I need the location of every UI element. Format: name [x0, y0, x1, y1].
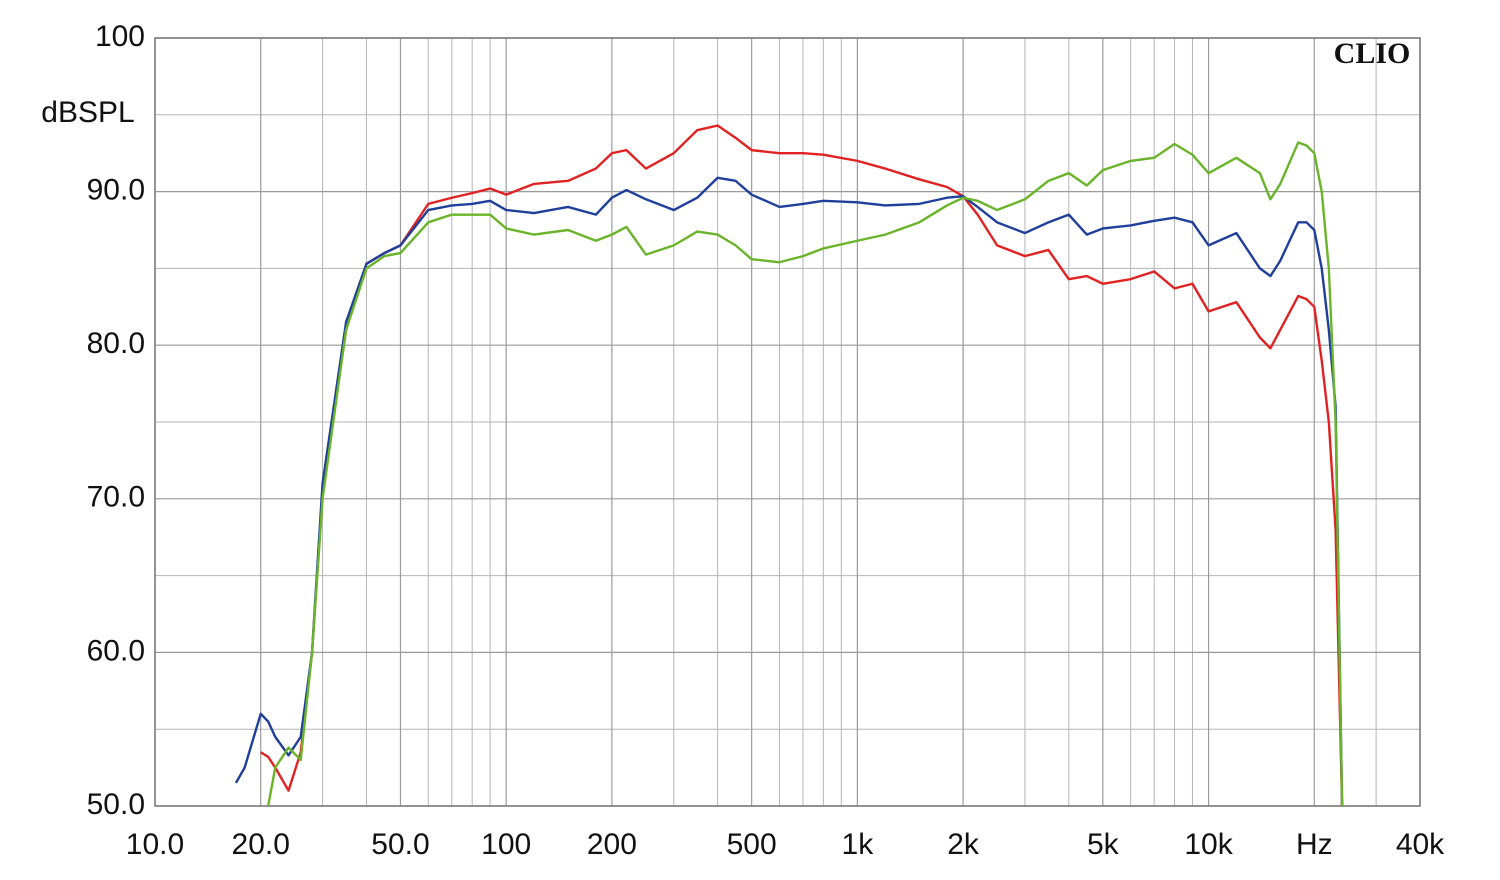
y-tick-label: 90.0: [87, 174, 145, 207]
series-line: [234, 176, 1344, 807]
series-line: [266, 141, 1344, 807]
x-tick-label: 2k: [947, 828, 980, 861]
x-tick-label: 200: [587, 828, 637, 861]
x-tick-label: 10.0: [126, 828, 184, 861]
y-tick-label: 50.0: [87, 788, 145, 821]
x-tick-label: 500: [727, 828, 777, 861]
annotation: CLIO: [1334, 37, 1411, 70]
x-tick-label: 1k: [842, 828, 875, 861]
x-tick-label: 100: [481, 828, 531, 861]
y-tick-label: 100: [95, 20, 145, 53]
x-tick-label: 40k: [1396, 828, 1445, 861]
x-tick-label: 10k: [1184, 828, 1233, 861]
y-tick-label: 80.0: [87, 327, 145, 360]
y-axis-label: dBSPL: [41, 96, 134, 129]
x-tick-label: Hz: [1296, 828, 1333, 861]
x-tick-label: 5k: [1087, 828, 1120, 861]
x-tick-label: 20.0: [232, 828, 290, 861]
y-tick-label: 60.0: [87, 634, 145, 667]
plot-frame: [154, 37, 1421, 807]
y-tick-label: 70.0: [87, 481, 145, 514]
x-tick-label: 50.0: [371, 828, 429, 861]
